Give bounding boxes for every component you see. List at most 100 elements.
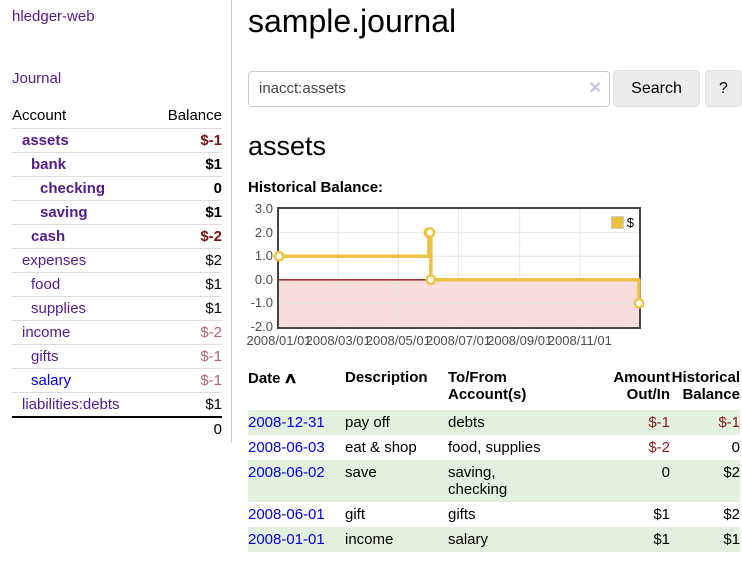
sidebar: hledger-web Journal Account Balance asse… [0,0,232,443]
account-balance: $-1 [200,372,222,389]
search-input[interactable] [248,70,610,107]
transaction-description: save [345,460,448,502]
account-row-gifts: gifts $-1 [12,344,222,369]
account-balance: $1 [205,156,222,173]
main-content: sample.journal ✕ Search ? assets Histori… [232,0,742,552]
legend-label: $ [626,215,634,230]
account-link-supplies[interactable]: supplies [31,300,87,317]
register-header-row: Date ∧ Description To/From Account(s) Amo… [248,367,740,410]
account-balance: $1 [205,204,222,221]
transaction-amount: $-1 [596,410,670,435]
transaction-balance: 0 [731,439,740,456]
accounts-table: Account Balance assets $-1 bank $1 check… [12,104,222,441]
chart-legend: $ [610,215,634,230]
account-balance: $1 [205,396,222,413]
transaction-accounts: debts [448,414,485,431]
transaction-accounts: gifts [448,506,476,523]
account-row-liabilities-debts: liabilities:debts $1 [12,392,222,418]
account-link-liabilities-debts[interactable]: liabilities:debts [22,396,120,413]
register-account-heading: assets [248,131,327,161]
transaction-description: income [345,527,448,552]
historical-balance-chart: 3.0 2.0 1.0 0.0 -1.0 -2.0 $ 2008/01/01 2008/03… [246,201,668,349]
account-link-gifts[interactable]: gifts [31,348,59,365]
account-balance: $1 [205,300,222,317]
transaction-date-link[interactable]: 2008-12-31 [248,414,325,431]
account-row-saving: saving $1 [12,200,222,225]
clear-search-icon[interactable]: ✕ [588,79,602,97]
transaction-amount: $1 [596,527,670,552]
chart-canvas [273,209,645,327]
y-tick-label: 1.0 [254,248,273,264]
transaction-accounts: saving, checking [448,464,508,498]
account-balance: $-1 [200,132,222,149]
description-column-header: Description [345,369,428,386]
register-table: Date ∧ Description To/From Account(s) Amo… [248,367,740,552]
account-link-income[interactable]: income [22,324,71,341]
transaction-balance: $2 [670,460,740,502]
account-row-income: income $-2 [12,320,222,345]
account-balance: $-2 [200,324,222,341]
transaction-row: 2008-06-03 eat & shop food, supplies $-2… [248,435,740,460]
account-row-assets: assets $-1 [12,128,222,153]
transaction-balance: $1 [670,527,740,552]
y-tick-label: -2.0 [250,319,273,334]
transaction-date-link[interactable]: 2008-06-02 [248,464,325,481]
x-tick-label: 2008/03/01 [305,333,371,348]
accounts-total-value: 0 [213,421,222,438]
account-link-cash[interactable]: cash [31,228,66,245]
help-button[interactable]: ? [705,70,742,107]
account-link-saving[interactable]: saving [40,204,88,221]
balance-column-header: Balance [167,107,222,124]
app-brand-link[interactable]: hledger-web [12,8,95,25]
chart-plot-area: $ [273,207,645,329]
transaction-amount: $-2 [648,439,670,456]
x-tick-label: 2008/09/01 [487,333,553,348]
app-layout: hledger-web Journal Account Balance asse… [0,0,742,552]
account-row-cash: cash $-2 [12,224,222,249]
transaction-row: 2008-01-01 income salary $1 $1 [248,527,740,552]
transaction-accounts: food, supplies [448,439,541,456]
account-balance: $1 [205,276,222,293]
transaction-date-link[interactable]: 2008-06-03 [248,439,325,456]
x-tick-label: 2008/01/01 [246,333,312,348]
transaction-date-link[interactable]: 2008-06-01 [248,506,325,523]
journal-link[interactable]: Journal [12,70,62,87]
transaction-row: 2008-12-31 pay off debts $-1 $-1 [248,410,740,435]
account-link-bank[interactable]: bank [31,156,67,173]
x-tick-label: 2008/05/01 [365,333,431,348]
date-column-header[interactable]: Date ∧ [248,370,298,387]
account-link-expenses[interactable]: expenses [22,252,87,269]
account-link-checking[interactable]: checking [40,180,106,197]
account-row-bank: bank $1 [12,152,222,177]
y-tick-label: 3.0 [254,201,273,216]
account-balance: 0 [213,180,222,197]
sidebar-nav: Journal [12,70,221,88]
transaction-description: gift [345,506,366,523]
account-link-food[interactable]: food [31,276,61,293]
account-row-expenses: expenses $2 [12,248,222,273]
transaction-row: 2008-06-01 gift gifts $1 $2 [248,502,740,527]
account-balance: $-1 [200,348,222,365]
x-tick-label: 2008/07/01 [425,333,492,348]
account-link-assets[interactable]: assets [22,132,69,149]
accounts-total-row: 0 [12,417,222,441]
account-row-checking: checking 0 [12,176,222,201]
transaction-date-link[interactable]: 2008-01-01 [248,531,325,548]
y-tick-label: 2.0 [254,224,273,240]
search-button[interactable]: Search [613,70,700,107]
y-tick-label: 0.0 [254,271,273,287]
account-balance: $2 [205,252,222,269]
x-tick-label: 2008/11/01 [547,333,612,348]
chart-title: Historical Balance: [248,179,384,196]
accounts-header-row: Account Balance [12,104,222,129]
account-row-food: food $1 [12,272,222,297]
account-link-salary[interactable]: salary [31,372,72,389]
transaction-balance: $-1 [670,410,740,435]
account-column-header: Account [12,107,67,124]
sort-ascending-icon[interactable]: ∧ [282,370,298,387]
transaction-description: eat & shop [345,439,417,456]
account-balance: $-2 [200,228,222,245]
transaction-balance: $2 [723,506,740,523]
page-title: sample.journal [248,3,457,39]
transaction-accounts: salary [448,531,489,548]
